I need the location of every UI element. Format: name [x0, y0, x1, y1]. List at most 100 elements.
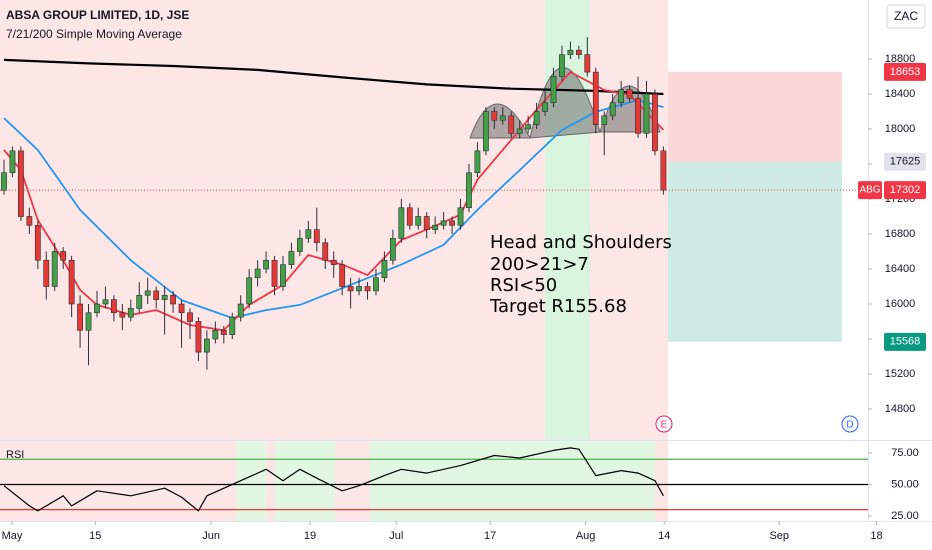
rsi-title: RSI: [6, 449, 24, 461]
candle-body: [525, 124, 532, 130]
candle-body: [339, 264, 346, 287]
price-tag-label: 17625: [890, 156, 921, 168]
rsi-line: [3, 447, 664, 512]
x-tick-label: Jul: [389, 530, 403, 542]
candle-body: [575, 49, 582, 55]
y-tick-label: 16800: [885, 228, 916, 240]
price-tag: [884, 332, 926, 351]
annotation: Head and Shoulders: [490, 232, 672, 253]
candle-body: [127, 308, 134, 318]
candle-body: [178, 303, 185, 314]
price-tag-label: 15568: [890, 336, 921, 348]
x-tick-label: 14: [658, 530, 670, 542]
price-tag: [884, 152, 926, 171]
candle-body: [305, 229, 312, 239]
candle-body: [635, 98, 641, 134]
candle-body: [364, 286, 371, 292]
x-tick-label: 17: [484, 530, 496, 542]
candle-body: [482, 111, 489, 152]
candle-body: [567, 49, 574, 55]
condition-shading: [545, 0, 590, 440]
symbol-label: ABG: [859, 185, 880, 196]
annotation: RSI<50: [490, 275, 557, 296]
candle-body: [592, 71, 599, 125]
y-tick-label: 15200: [885, 368, 916, 380]
candle-body: [559, 54, 565, 77]
candle-body: [43, 259, 50, 287]
annotation: Target R155.68: [489, 296, 627, 317]
earnings-label: E: [661, 420, 668, 431]
candle-body: [195, 321, 202, 353]
earnings-marker[interactable]: [655, 415, 673, 433]
candle-body: [9, 150, 16, 174]
candle-body: [550, 76, 557, 104]
chart-subtitle: 7/21/200 Simple Moving Average: [6, 27, 182, 41]
chart-title: ABSA GROUP LIMITED, 1D, JSE: [6, 8, 189, 22]
candle-body: [60, 251, 67, 261]
target-zone: [668, 161, 842, 342]
rsi-tick-label: 75.00: [891, 447, 919, 459]
candle-body: [94, 303, 100, 314]
x-tick-label: 15: [89, 530, 101, 542]
candle-body: [144, 290, 151, 296]
candle-body: [1, 172, 7, 191]
candle-body: [26, 216, 33, 226]
price-tag: [884, 62, 926, 81]
candle-body: [18, 150, 24, 217]
candle-body: [246, 277, 253, 305]
dividend-marker[interactable]: [841, 415, 859, 433]
candle-body: [263, 259, 269, 270]
candle-body: [474, 150, 481, 174]
candle-body: [313, 229, 320, 244]
price-tag-label: 18653: [890, 66, 921, 78]
x-tick-label: Sep: [769, 530, 789, 542]
candle-body: [296, 238, 303, 252]
x-tick-label: 19: [304, 530, 316, 542]
candle-body: [398, 207, 405, 239]
candle-body: [449, 220, 455, 226]
candle-body: [466, 172, 472, 209]
candle-body: [373, 277, 379, 292]
candle-body: [432, 224, 439, 230]
candle-body: [254, 268, 261, 279]
candle-body: [77, 303, 83, 331]
candle-body: [491, 111, 498, 121]
y-tick-label: 18000: [885, 123, 916, 135]
candle-body: [203, 338, 210, 353]
candle-body: [330, 259, 337, 265]
candle-body: [347, 286, 354, 292]
candle-body: [584, 54, 591, 73]
candle-body: [51, 251, 58, 287]
moving-average: [3, 58, 664, 96]
candle-body: [356, 286, 362, 292]
candle-body: [652, 93, 658, 152]
symbol-tag: [858, 181, 882, 200]
candle-body: [389, 238, 396, 261]
y-tick-label: 16400: [885, 263, 916, 275]
candle-body: [119, 312, 126, 318]
rsi-tick-label: 25.00: [891, 510, 919, 522]
candle-body: [288, 251, 295, 265]
candle-body: [136, 294, 143, 309]
y-tick-label: 18400: [885, 88, 916, 100]
rsi-shading: [370, 441, 655, 521]
x-tick-label: Jun: [202, 530, 220, 542]
candle-body: [609, 102, 616, 117]
candle-body: [153, 290, 160, 300]
candle-body: [111, 299, 117, 314]
candle-body: [542, 102, 548, 112]
candle-body: [237, 303, 244, 318]
candle-body: [229, 316, 236, 335]
candle-body: [440, 220, 447, 226]
trade-boxes: [0, 71, 868, 342]
candle-body: [220, 329, 227, 335]
rsi-tick-label: 50.00: [891, 478, 919, 490]
candle-body: [508, 115, 515, 134]
candle-body: [161, 294, 168, 300]
candle-body: [660, 150, 667, 191]
candle-body: [102, 299, 109, 305]
candle-body: [280, 264, 286, 287]
currency-box[interactable]: [886, 4, 926, 29]
price-tag: [884, 181, 926, 200]
currency: ZAC: [894, 9, 918, 23]
